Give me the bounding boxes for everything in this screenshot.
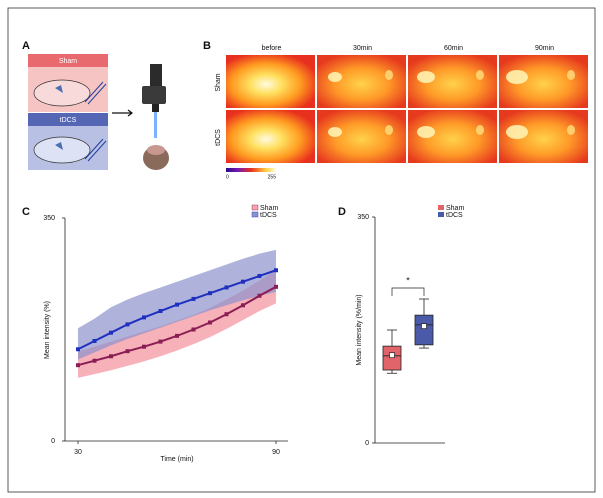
box — [415, 315, 433, 345]
marker — [142, 345, 146, 349]
hotspot — [417, 126, 435, 138]
microscope — [150, 64, 162, 88]
marker — [241, 303, 245, 307]
marker — [109, 331, 113, 335]
y-tick-label: 350 — [357, 214, 369, 221]
arrow — [112, 110, 132, 116]
marker — [274, 268, 278, 272]
y-axis-label: Mean intensity (%) — [44, 301, 51, 359]
hotspot — [328, 127, 342, 137]
legend-label: Sham — [260, 205, 278, 212]
marker — [93, 359, 97, 363]
panel-label: C — [22, 206, 30, 218]
marker — [274, 285, 278, 289]
legend-swatch — [438, 212, 444, 217]
legend-swatch — [252, 212, 258, 217]
marker — [109, 354, 113, 358]
heatmap-image — [317, 110, 406, 163]
marker — [126, 349, 130, 353]
hotspot — [567, 125, 575, 135]
charts: C 0 350 30 90 Time (min) Mean intensity (%) Sha… — [22, 205, 464, 463]
marker — [241, 280, 245, 284]
legend-label: tDCS — [446, 212, 463, 219]
marker — [159, 309, 163, 313]
panel-b: before 30min 60min 90min Sham tDCS — [215, 45, 588, 163]
marker — [192, 328, 196, 332]
legend-label: Sham — [446, 205, 464, 212]
x-axis-label: Time (min) — [160, 456, 193, 463]
hotspot — [567, 70, 575, 80]
column-label: 90min — [535, 45, 554, 52]
brain — [34, 80, 90, 106]
colorbar-label: 0 — [226, 174, 229, 180]
marker — [175, 334, 179, 338]
row-label: Sham — [59, 58, 77, 65]
microscope — [152, 104, 159, 112]
column-label: 30min — [353, 45, 372, 52]
panel-label: A — [22, 40, 30, 52]
hotspot — [328, 72, 342, 82]
panel-label: B — [203, 40, 211, 52]
y-axis-label: Mean intensity (%/min) — [356, 294, 363, 365]
marker — [192, 297, 196, 301]
colorbar — [226, 168, 276, 172]
legend-label: tDCS — [260, 212, 277, 219]
x-tick-label: 90 — [272, 449, 280, 456]
heatmap-image — [317, 55, 406, 108]
hotspot — [476, 70, 484, 80]
marker — [142, 315, 146, 319]
marker — [93, 339, 97, 343]
brain — [34, 137, 90, 163]
row-label: tDCS — [60, 117, 77, 124]
significance-bracket — [392, 288, 424, 296]
annotation: * — [406, 275, 410, 285]
hotspot — [506, 70, 528, 84]
y-tick-label: 0 — [51, 438, 55, 445]
box — [383, 346, 401, 370]
hotspot — [476, 125, 484, 135]
mouse — [147, 145, 165, 155]
y-tick-label: 0 — [365, 440, 369, 447]
marker — [175, 303, 179, 307]
colorbar-label: 255 — [268, 174, 277, 180]
hotspot — [385, 70, 393, 80]
light-beam — [154, 112, 157, 138]
marker — [225, 312, 229, 316]
legend-swatch — [252, 205, 258, 210]
legend-swatch — [438, 205, 444, 210]
y-tick-label: 350 — [43, 215, 55, 222]
marker — [258, 294, 262, 298]
hotspot — [385, 125, 393, 135]
column-label: 60min — [444, 45, 463, 52]
hotspot — [506, 125, 528, 139]
panel-a — [28, 54, 169, 170]
marker — [225, 285, 229, 289]
heatmap-image — [226, 110, 315, 163]
marker — [126, 322, 130, 326]
hotspot — [417, 71, 435, 83]
marker — [208, 291, 212, 295]
row-label: Sham — [215, 73, 222, 91]
marker — [159, 340, 163, 344]
marker — [258, 274, 262, 278]
column-label: before — [262, 45, 282, 52]
mean-marker — [390, 353, 395, 358]
marker — [76, 363, 80, 367]
row-label: tDCS — [215, 129, 222, 146]
microscope — [142, 86, 166, 104]
figure: A Sham tDCS B before30min60min90minShamt… — [0, 0, 603, 493]
panel-label: D — [338, 206, 346, 218]
marker — [208, 320, 212, 324]
heatmap-image — [226, 55, 315, 108]
mean-marker — [422, 324, 427, 329]
x-tick-label: 30 — [74, 449, 82, 456]
marker — [76, 347, 80, 351]
